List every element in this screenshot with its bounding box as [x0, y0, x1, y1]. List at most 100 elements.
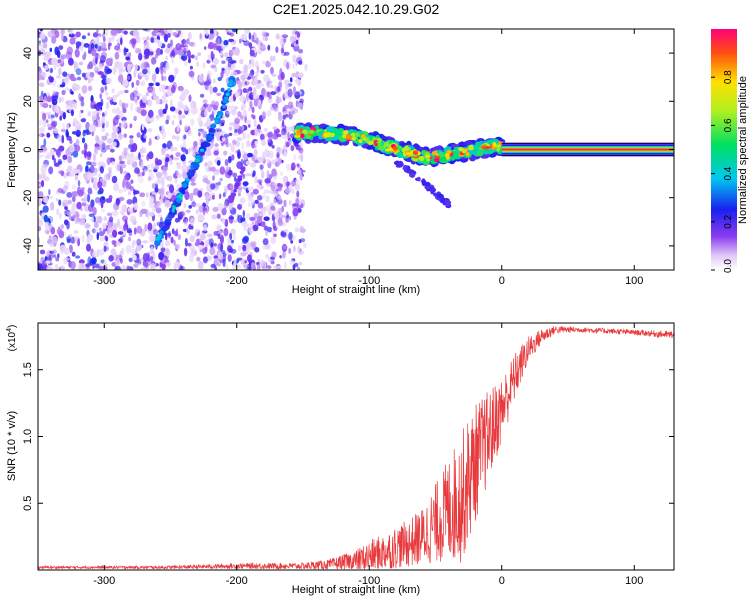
noise-speckle: [129, 156, 135, 164]
signal-core-point: [354, 132, 360, 137]
noise-speckle: [197, 117, 202, 124]
noise-speckle: [133, 263, 139, 268]
noise-speckle: [213, 78, 216, 84]
noise-speckle: [191, 201, 197, 208]
noise-speckle: [151, 183, 156, 189]
noise-speckle: [114, 45, 121, 51]
noise-speckle: [234, 129, 238, 134]
noise-speckle: [56, 75, 61, 79]
noise-speckle: [148, 88, 153, 92]
noise-speckle: [213, 231, 219, 236]
noise-speckle: [86, 266, 91, 270]
noise-speckle: [303, 242, 307, 249]
noise-speckle: [45, 221, 50, 230]
noise-speckle: [249, 216, 256, 221]
colorbar-tick-label: 0.2: [723, 214, 734, 228]
signal-core-point: [374, 142, 378, 147]
snr-multiplier-close: ): [7, 325, 18, 328]
noise-speckle: [51, 57, 58, 65]
noise-speckle: [89, 71, 95, 78]
noise-speckle: [97, 172, 102, 179]
noise-speckle: [195, 209, 199, 215]
noise-speckle: [136, 238, 142, 246]
noise-speckle: [295, 39, 299, 45]
noise-speckle: [92, 124, 96, 133]
noise-speckle: [135, 48, 142, 54]
noise-speckle: [222, 258, 226, 268]
noise-speckle: [161, 157, 166, 162]
noise-speckle: [267, 226, 273, 233]
noise-speckle: [76, 138, 80, 145]
noise-speckle: [243, 151, 248, 161]
noise-speckle: [102, 228, 106, 234]
noise-speckle: [86, 151, 92, 158]
noise-speckle: [75, 31, 81, 38]
signal-core-point: [405, 152, 412, 156]
noise-speckle: [240, 251, 247, 257]
noise-speckle: [62, 154, 68, 160]
noise-speckle: [268, 131, 274, 141]
noise-speckle: [252, 188, 259, 195]
noise-speckle: [95, 149, 99, 155]
noise-speckle: [60, 265, 64, 270]
noise-speckle: [223, 133, 230, 138]
signal-core-point: [351, 136, 357, 141]
noise-speckle: [54, 91, 60, 96]
noise-speckle: [246, 223, 250, 227]
noise-speckle: [259, 42, 263, 47]
spectrogram-x-tick-label: -300: [93, 275, 115, 287]
noise-speckle: [105, 144, 111, 150]
noise-speckle: [50, 251, 53, 260]
noise-speckle: [289, 77, 293, 83]
noise-speckle: [243, 40, 250, 47]
noise-speckle: [49, 47, 53, 53]
noise-speckle: [285, 217, 290, 224]
noise-speckle: [94, 228, 99, 234]
noise-speckle: [221, 207, 227, 216]
noise-speckle: [73, 230, 79, 234]
noise-speckle: [38, 67, 42, 75]
noise-speckle: [102, 162, 106, 169]
noise-speckle: [124, 89, 129, 94]
noise-speckle: [163, 170, 168, 179]
signal-core-point: [418, 155, 425, 162]
noise-speckle: [229, 49, 236, 56]
noise-speckle: [273, 190, 279, 196]
noise-speckle: [228, 94, 235, 103]
noise-speckle: [252, 93, 257, 100]
noise-speckle: [197, 244, 204, 250]
noise-speckle: [80, 100, 85, 107]
noise-speckle: [265, 230, 268, 236]
noise-speckle: [70, 261, 76, 270]
noise-speckle: [254, 76, 258, 85]
noise-speckle: [85, 129, 90, 136]
noise-speckle: [62, 123, 65, 131]
noise-speckle: [106, 157, 111, 165]
noise-speckle: [40, 51, 47, 56]
noise-speckle: [242, 132, 246, 140]
signal-core-point: [368, 140, 373, 146]
noise-speckle: [57, 134, 62, 143]
steep-track-point: [210, 123, 217, 129]
signal-core-point: [308, 129, 315, 134]
noise-speckle: [265, 61, 272, 68]
noise-speckle: [200, 73, 204, 81]
noise-speckle: [257, 215, 262, 224]
noise-speckle: [224, 159, 229, 166]
noise-speckle: [71, 195, 76, 203]
noise-speckle: [181, 90, 187, 100]
noise-speckle: [130, 179, 134, 184]
colorbar-tick-label: 0.6: [723, 118, 734, 132]
snr-series-line: [38, 325, 674, 570]
noise-speckle: [225, 29, 229, 32]
noise-speckle: [268, 258, 272, 262]
noise-speckle: [155, 47, 162, 56]
noise-speckle: [280, 71, 285, 80]
noise-speckle: [296, 190, 300, 198]
noise-speckle: [261, 170, 265, 179]
noise-speckle: [43, 214, 49, 223]
steep-track-point: [195, 154, 202, 160]
noise-speckle: [98, 265, 105, 270]
noise-speckle: [233, 40, 237, 45]
noise-speckle: [283, 36, 287, 43]
